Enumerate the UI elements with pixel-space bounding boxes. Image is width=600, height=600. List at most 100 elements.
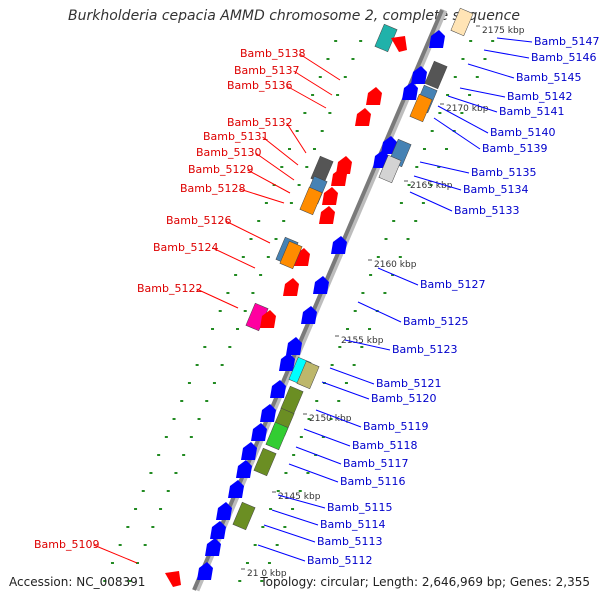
tick-dot: [259, 274, 263, 276]
tick-dot: [369, 274, 373, 276]
gene-label-right: Bamb_5134: [463, 183, 528, 196]
tick-dot: [315, 400, 319, 402]
tick-dot: [336, 94, 340, 96]
leader-line: [467, 63, 515, 79]
tick-dot: [297, 184, 301, 186]
gene-box: [253, 447, 277, 477]
leader-line: [295, 446, 342, 465]
tick-dot: [151, 526, 155, 528]
gene-arrow-forward: [331, 236, 347, 254]
leader-line: [329, 367, 375, 385]
gene-label-right: Bamb_5141: [499, 105, 564, 118]
tick-dot: [203, 346, 207, 348]
tick-dot: [399, 202, 403, 204]
tick-dot: [475, 76, 479, 78]
tick-dot: [346, 328, 350, 330]
leader-line: [483, 49, 530, 59]
leader-line: [344, 339, 391, 351]
gene-box: [424, 60, 448, 90]
tick-dot: [368, 328, 372, 330]
tick-dot: [228, 346, 232, 348]
tick-dot: [344, 382, 348, 384]
tick-dot: [164, 436, 168, 438]
leader-line: [357, 301, 402, 323]
tick-dot: [361, 292, 365, 294]
tick-dot: [469, 40, 473, 42]
gene-arrow-forward: [411, 66, 427, 84]
tick-dot: [321, 436, 325, 438]
tick-dot: [338, 346, 342, 348]
accession-label: Accession: NC_008391: [9, 575, 146, 589]
tick-dot: [143, 544, 147, 546]
tick-dot: [149, 472, 153, 474]
tick-dot: [172, 418, 176, 420]
gene-label-left: Bamb_5136: [227, 79, 292, 92]
gene-label-right: Bamb_5127: [420, 278, 485, 291]
tick-dot: [460, 112, 464, 114]
tick-dot: [343, 76, 347, 78]
tick-dot: [453, 76, 457, 78]
gene-label-right: Bamb_5117: [343, 457, 408, 470]
tick-dot: [468, 94, 472, 96]
tick-dot: [295, 130, 299, 132]
gene-arrow-reverse: [391, 36, 407, 52]
gene-arrow-forward: [197, 562, 213, 580]
gene-arrow-forward: [260, 310, 276, 328]
gene-label-right: Bamb_5116: [340, 475, 405, 488]
tick-dot: [218, 310, 222, 312]
tick-dot: [182, 454, 186, 456]
gene-label-right: Bamb_5147: [534, 35, 599, 48]
gene-arrow-forward: [260, 404, 276, 422]
leader-line: [315, 409, 362, 428]
gene-box: [450, 7, 474, 37]
tick-label: 2175 kbp: [482, 26, 525, 36]
gene-arrow-forward: [279, 353, 295, 371]
tick-dot: [211, 328, 215, 330]
gene-arrow-forward: [429, 30, 445, 48]
leader-line: [277, 494, 326, 509]
gene-arrow-forward: [251, 423, 267, 441]
tick-dot: [303, 112, 307, 114]
gene-label-left: Bamb_5130: [196, 146, 261, 159]
tick-dot: [437, 166, 441, 168]
gene-label-right: Bamb_5123: [392, 343, 457, 356]
gene-label-left: Bamb_5109: [34, 538, 99, 551]
tick-dot: [205, 400, 209, 402]
tick-dot: [314, 454, 318, 456]
leader-line: [212, 247, 256, 269]
tick-dot: [274, 238, 278, 240]
leader-line: [286, 122, 307, 154]
tick-dot: [272, 184, 276, 186]
tick-dot: [266, 256, 270, 258]
tick-dot: [330, 364, 334, 366]
gene-label-left: Bamb_5129: [188, 163, 253, 176]
tick-dot: [422, 148, 426, 150]
tick-dot: [195, 364, 199, 366]
gene-arrow-forward: [210, 521, 226, 539]
gene-arrow-forward: [322, 187, 338, 205]
tick-dot: [391, 274, 395, 276]
tick-label: 2150 kbp: [309, 414, 352, 424]
gene-label-left: Bamb_5137: [234, 64, 299, 77]
leader-line: [377, 267, 419, 286]
tick-dot: [384, 238, 388, 240]
leader-line: [286, 85, 327, 109]
tick-dot: [376, 256, 380, 258]
gene-box: [374, 23, 398, 53]
tick-dot: [311, 94, 315, 96]
tick-dot: [135, 562, 139, 564]
tick-dot: [157, 454, 161, 456]
gene-arrow-forward: [270, 380, 286, 398]
tick-dot: [249, 238, 253, 240]
gene-box: [378, 154, 402, 184]
label-leader-lines: [93, 37, 533, 564]
leader-line: [93, 544, 138, 564]
tick-dot: [283, 526, 287, 528]
tick-dot: [287, 148, 291, 150]
gene-label-right: Bamb_5120: [371, 392, 436, 405]
gene-arrow-forward: [301, 306, 317, 324]
gene-arrow-forward: [283, 278, 299, 296]
gene-box: [265, 421, 289, 451]
